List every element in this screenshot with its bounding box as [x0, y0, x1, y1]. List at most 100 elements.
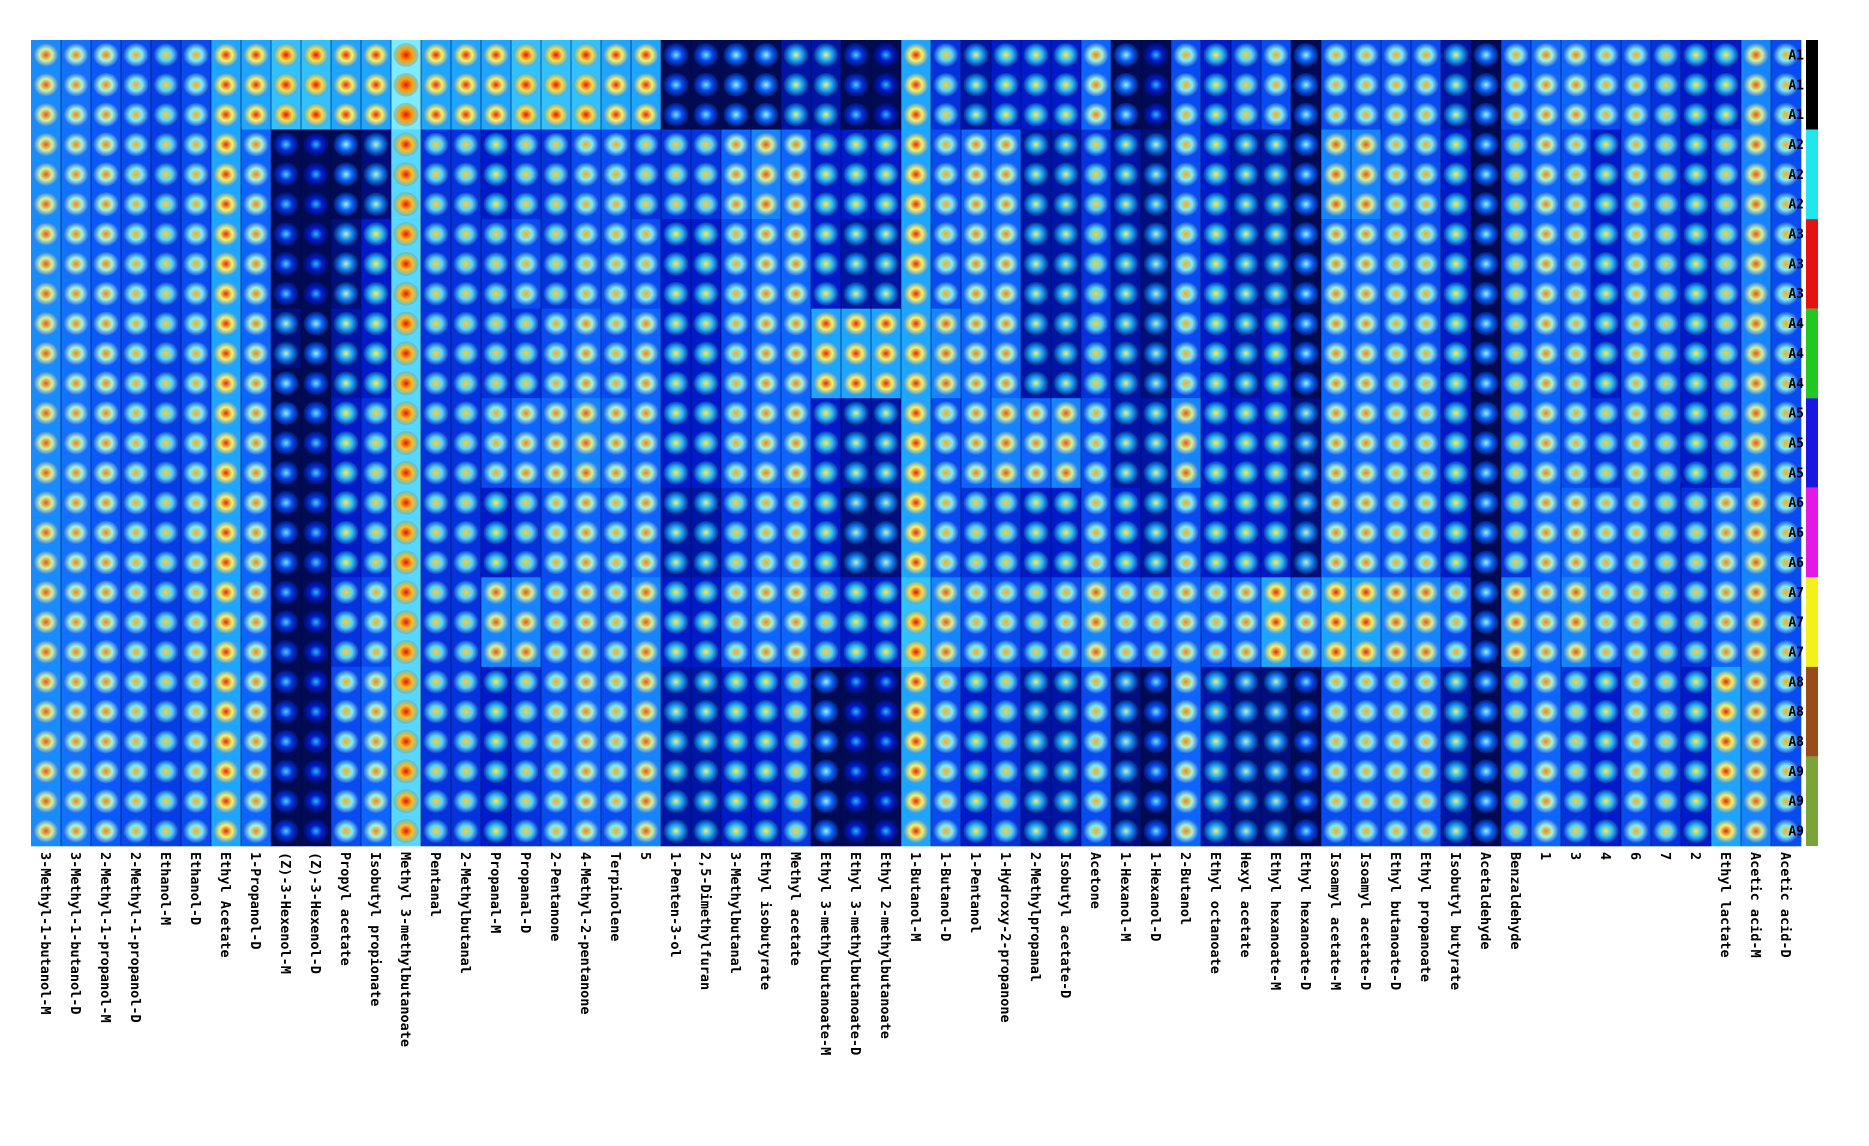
- heatmap-spot: [513, 341, 539, 366]
- heatmap-spot: [93, 490, 119, 515]
- column-label: 3-Methyl-1-butanol-D: [67, 852, 83, 1015]
- heatmap-spot: [363, 162, 389, 187]
- heatmap-spot: [1743, 42, 1769, 67]
- heatmap-spot: [1653, 72, 1679, 97]
- heatmap-spot: [1563, 640, 1589, 664]
- heatmap-spot: [93, 640, 119, 664]
- heatmap-spot: [933, 222, 959, 246]
- heatmap-spot: [93, 550, 119, 575]
- heatmap-spot: [393, 162, 419, 187]
- column-label: Acetic acid-M: [1747, 852, 1763, 958]
- heatmap-spot: [843, 819, 869, 844]
- heatmap-spot: [1623, 162, 1649, 187]
- heatmap-spot: [783, 640, 809, 664]
- group-color-segment: [1806, 398, 1818, 488]
- heatmap-spot: [183, 789, 209, 814]
- heatmap-spot: [213, 431, 239, 455]
- heatmap-spot: [393, 192, 419, 217]
- heatmap-spot: [333, 132, 359, 157]
- heatmap-spot: [423, 699, 449, 724]
- heatmap-spot: [993, 789, 1019, 814]
- heatmap-spot: [243, 251, 269, 276]
- heatmap-spot: [873, 132, 899, 157]
- heatmap-spot: [1623, 729, 1649, 754]
- heatmap-spot: [1113, 640, 1139, 664]
- heatmap-spot: [603, 311, 629, 336]
- heatmap-spot: [543, 759, 569, 784]
- heatmap-spot: [543, 610, 569, 635]
- heatmap-spot: [1353, 251, 1379, 276]
- heatmap-spot: [1413, 520, 1439, 545]
- heatmap-spot: [633, 251, 659, 276]
- heatmap-spot: [123, 580, 149, 605]
- heatmap-spot: [933, 580, 959, 605]
- heatmap-spot: [813, 132, 839, 157]
- heatmap-spot: [1053, 102, 1079, 127]
- heatmap-spot: [1713, 819, 1739, 844]
- heatmap-spot: [1593, 102, 1619, 127]
- heatmap-spot: [843, 610, 869, 635]
- heatmap-spot: [1653, 132, 1679, 157]
- heatmap-spot: [1173, 162, 1199, 187]
- heatmap-spot: [1173, 819, 1199, 844]
- heatmap-spot: [1113, 699, 1139, 724]
- heatmap-spot: [1623, 341, 1649, 366]
- heatmap-spot: [1773, 460, 1799, 485]
- heatmap-spot: [813, 192, 839, 217]
- group-label: A1: [1788, 108, 1804, 123]
- heatmap-spot: [243, 819, 269, 844]
- heatmap-spot: [1773, 341, 1799, 366]
- heatmap-spot: [1503, 251, 1529, 276]
- heatmap-spot: [273, 431, 299, 455]
- heatmap-spot: [1293, 162, 1319, 187]
- heatmap-spot: [843, 311, 869, 336]
- heatmap-spot: [1533, 580, 1559, 605]
- heatmap-spot: [963, 281, 989, 306]
- heatmap-spot: [423, 550, 449, 575]
- heatmap-spot: [1623, 281, 1649, 306]
- heatmap-spot: [1383, 729, 1409, 754]
- heatmap-spot: [243, 311, 269, 336]
- heatmap-spot: [1533, 610, 1559, 635]
- heatmap-spot: [243, 401, 269, 426]
- heatmap-spot: [1203, 341, 1229, 366]
- heatmap-cells: [31, 40, 1802, 847]
- heatmap-spot: [1473, 699, 1499, 724]
- heatmap-spot: [813, 640, 839, 664]
- heatmap-spot: [243, 610, 269, 635]
- heatmap-spot: [1323, 371, 1349, 396]
- heatmap-spot: [1173, 431, 1199, 455]
- heatmap-spot: [783, 132, 809, 157]
- heatmap-spot: [273, 192, 299, 217]
- heatmap-spot: [303, 640, 329, 664]
- heatmap-spot: [243, 431, 269, 455]
- heatmap-spot: [693, 490, 719, 515]
- heatmap-spot: [1683, 819, 1709, 844]
- heatmap-spot: [1263, 819, 1289, 844]
- heatmap-spot: [1713, 192, 1739, 217]
- heatmap-spot: [633, 192, 659, 217]
- heatmap-spot: [633, 669, 659, 694]
- heatmap-spot: [483, 520, 509, 545]
- heatmap-spot: [453, 460, 479, 485]
- heatmap-spot: [993, 699, 1019, 724]
- heatmap-spot: [783, 729, 809, 754]
- heatmap-spot: [1173, 341, 1199, 366]
- heatmap-spot: [1383, 311, 1409, 336]
- heatmap-spot: [393, 520, 419, 545]
- heatmap-spot: [753, 251, 779, 276]
- heatmap-spot: [33, 789, 59, 814]
- heatmap-spot: [603, 729, 629, 754]
- heatmap-spot: [753, 42, 779, 67]
- heatmap-spot: [303, 311, 329, 336]
- heatmap-spot: [1593, 789, 1619, 814]
- heatmap-spot: [603, 132, 629, 157]
- heatmap-spot: [993, 580, 1019, 605]
- heatmap-spot: [393, 222, 419, 246]
- heatmap-spot: [423, 102, 449, 127]
- heatmap-spot: [1503, 490, 1529, 515]
- heatmap-spot: [1593, 819, 1619, 844]
- heatmap-spot: [993, 222, 1019, 246]
- heatmap-spot: [603, 42, 629, 67]
- heatmap-spot: [1383, 550, 1409, 575]
